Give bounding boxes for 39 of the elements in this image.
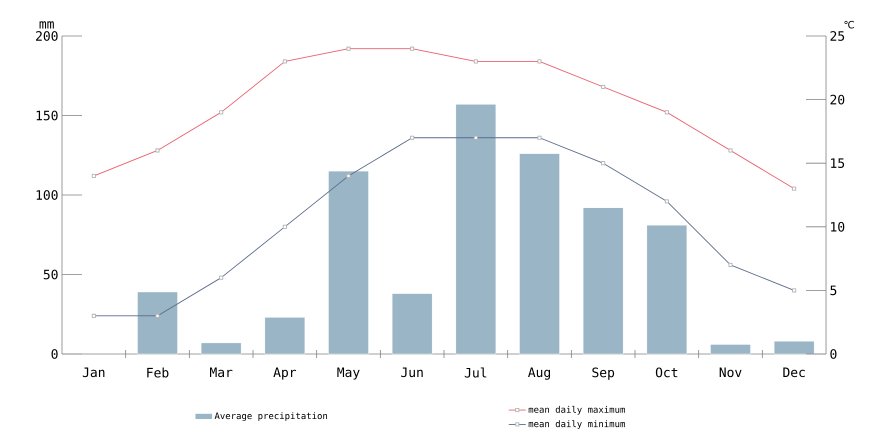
x-tick-label: Feb xyxy=(147,368,168,378)
bar xyxy=(582,208,624,354)
x-tick-label: Dec xyxy=(783,368,805,378)
bar xyxy=(710,344,751,354)
y2-tick-label: 25 xyxy=(830,31,844,41)
bar xyxy=(392,293,432,354)
bar xyxy=(774,341,814,354)
x-tick-label: Apr xyxy=(273,368,296,380)
bar xyxy=(456,104,496,354)
y2-tick-label: 5 xyxy=(830,286,836,296)
y-tick-label: 100 xyxy=(36,190,58,200)
x-tick-label: Jun xyxy=(401,368,423,378)
y2-tick-label: 10 xyxy=(831,222,844,232)
x-tick-label: Jan xyxy=(82,368,104,378)
y-tick-label: 0 xyxy=(52,349,58,359)
legend-label: Average precipitation xyxy=(214,412,328,421)
y2-tick-label: 20 xyxy=(830,94,844,104)
x-tick-label: Oct xyxy=(656,368,678,378)
legend-label: mean daily maximum xyxy=(528,406,625,415)
bar xyxy=(137,292,178,354)
x-tick-label: Aug xyxy=(528,368,550,380)
y-tick-label: 50 xyxy=(44,270,58,280)
legend-label: mean daily minimum xyxy=(528,420,625,429)
x-tick-label: Nov xyxy=(720,368,742,378)
x-tick-label: Mar xyxy=(210,368,232,378)
x-tick-label: May xyxy=(337,368,360,380)
y2-tick-label: 0 xyxy=(830,349,836,359)
x-tick-label: Jul xyxy=(464,368,486,378)
bar xyxy=(264,317,306,354)
bar xyxy=(519,153,560,354)
y2-axis-title: ℃ xyxy=(844,20,854,28)
y-axis-title: mm xyxy=(40,21,54,28)
bar xyxy=(646,225,688,354)
bar xyxy=(200,342,242,354)
x-tick-label: Sep xyxy=(592,368,614,380)
y-tick-label: 200 xyxy=(36,31,58,41)
bar xyxy=(328,170,369,354)
y-tick-label: 150 xyxy=(36,110,58,120)
y2-tick-label: 15 xyxy=(831,158,844,168)
